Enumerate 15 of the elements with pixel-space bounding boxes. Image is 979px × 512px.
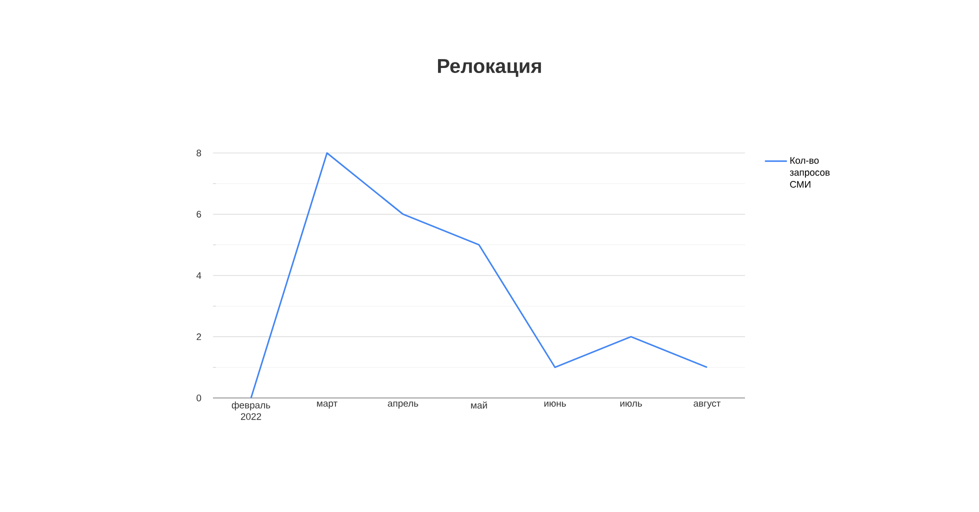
x-tick-label: август [694, 402, 721, 409]
y-tick-label: 4 [196, 272, 202, 279]
x-tick-label: май [471, 401, 487, 409]
y-tick-label: 8 [196, 150, 202, 156]
x-tick-label: февраль 2022 [232, 402, 270, 420]
y-tick-label: 6 [196, 210, 202, 218]
x-tick-label: июль [620, 402, 642, 407]
x-tick-label: апрель [388, 402, 418, 409]
x-tick-label: июнь [544, 402, 566, 407]
chart-title: Релокация [438, 59, 541, 77]
legend-label: Кол-во запросов СМИ [790, 157, 830, 188]
y-tick-label: 2 [196, 333, 202, 340]
line-series [250, 152, 708, 399]
x-tick-label: март [317, 402, 338, 409]
y-tick-label: 0 [196, 394, 202, 402]
